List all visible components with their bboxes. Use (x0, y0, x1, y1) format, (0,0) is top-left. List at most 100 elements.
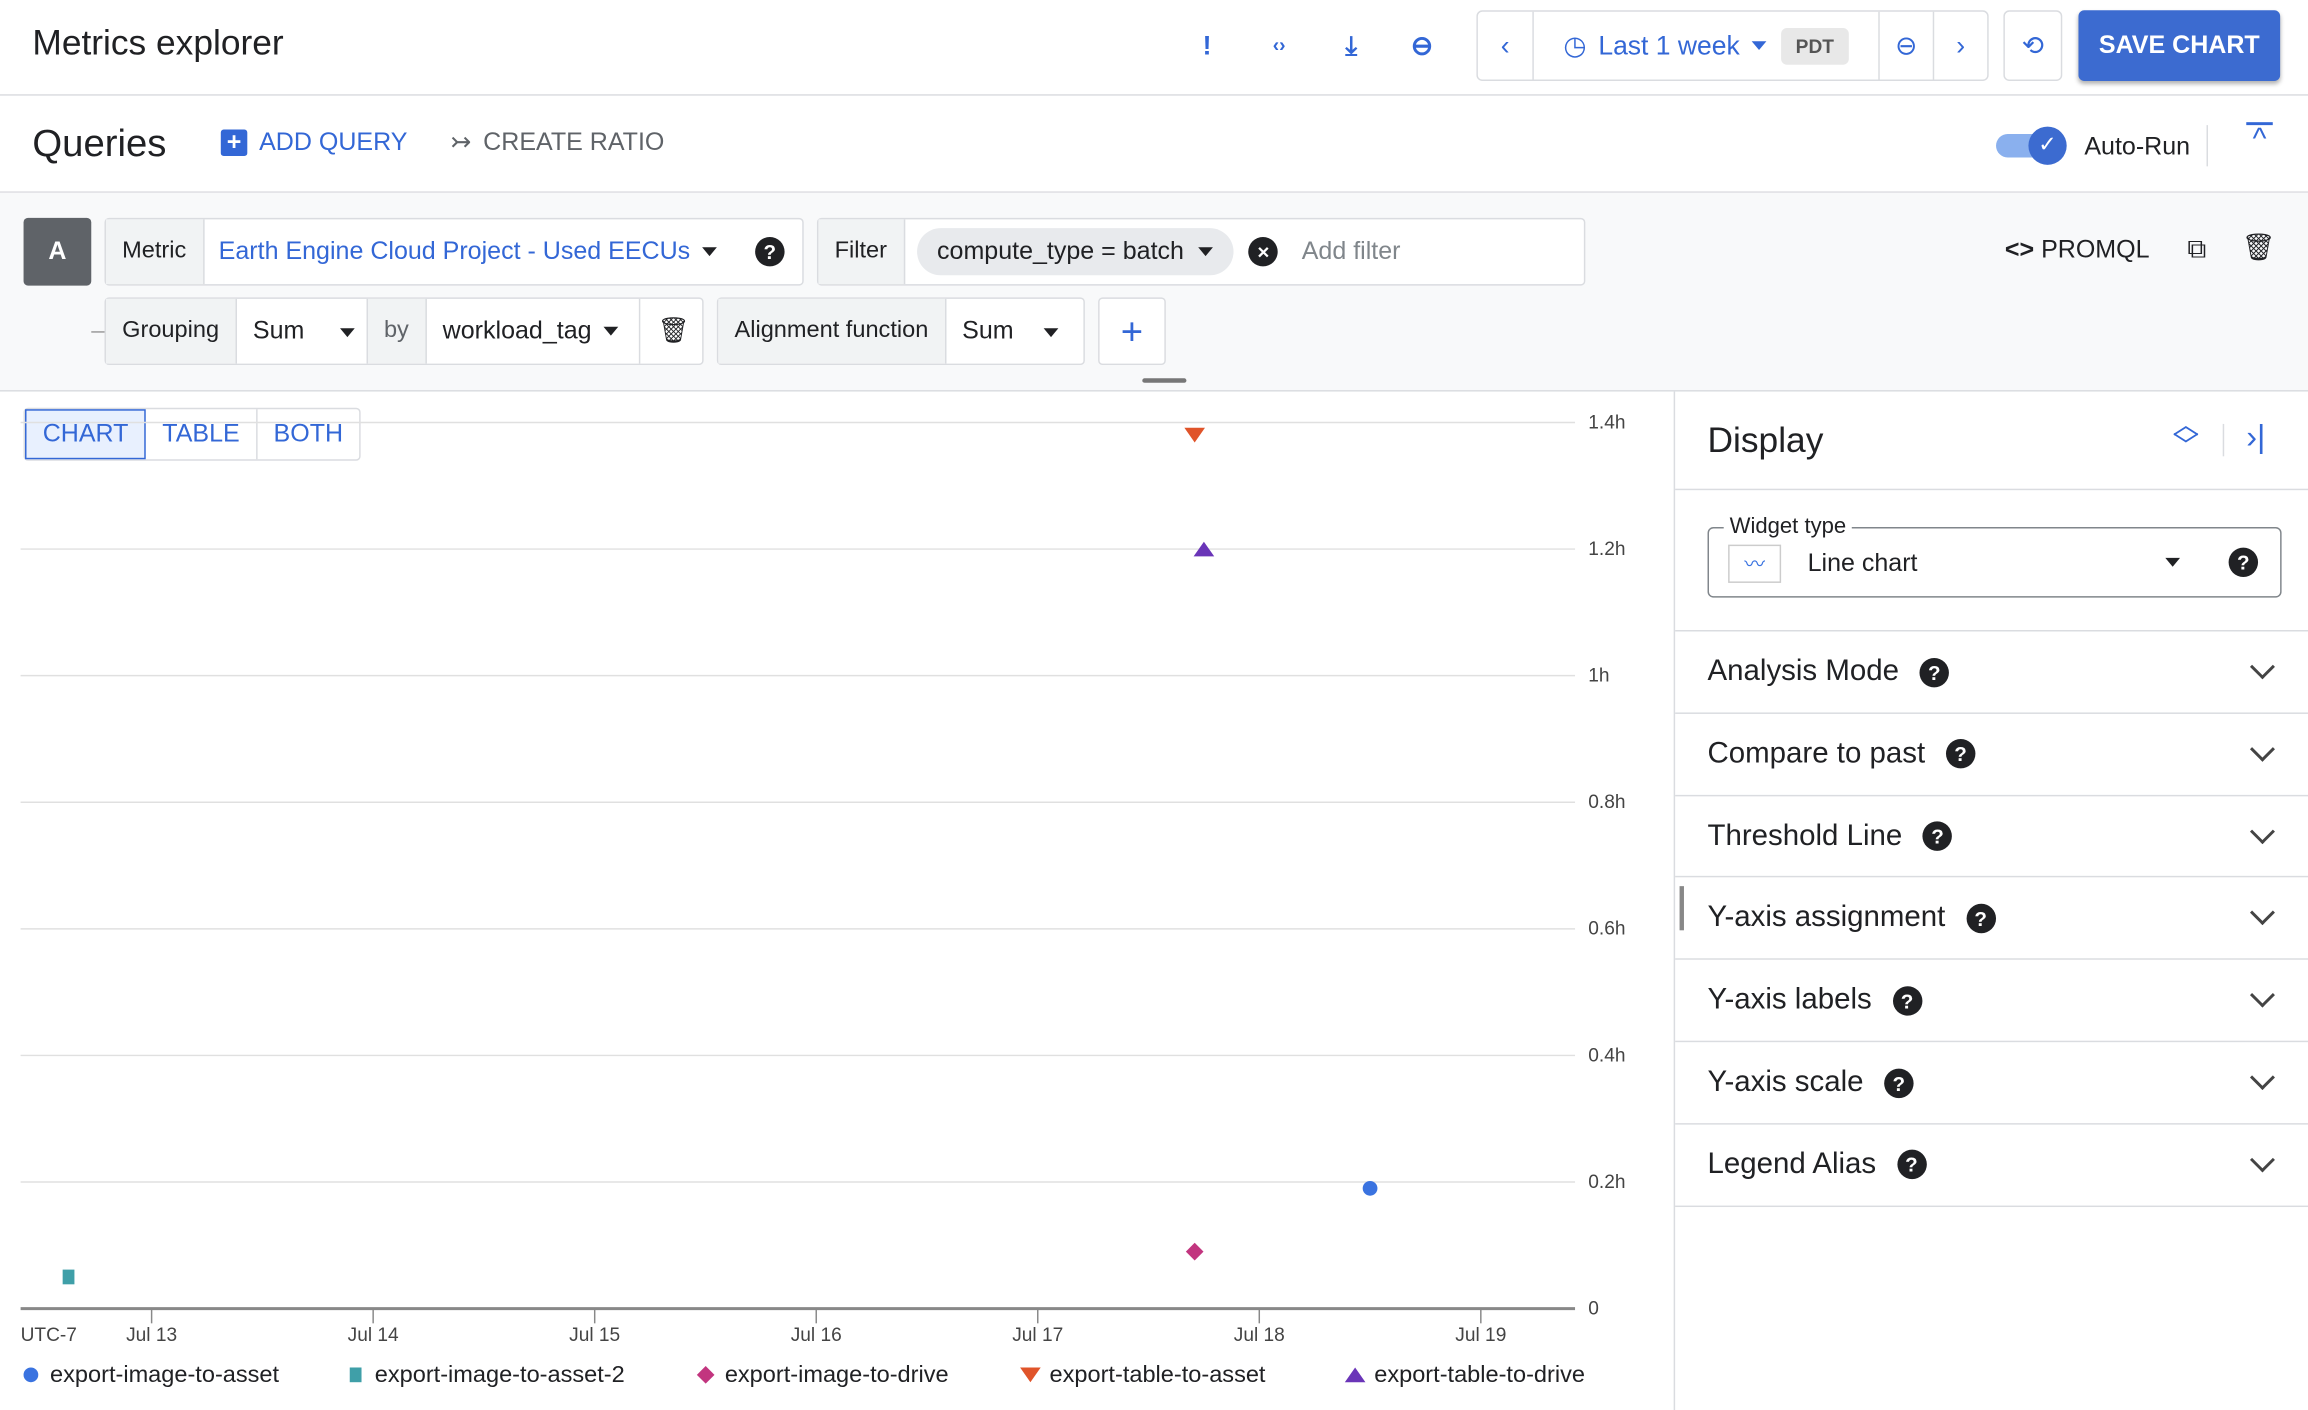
tree-line (91, 331, 106, 333)
grouping-select[interactable]: Sum (237, 316, 367, 345)
legend-marker (23, 1367, 39, 1383)
expand-icon[interactable]: ︿ ﹀ (2172, 410, 2200, 461)
legend-item: export-image-to-drive (725, 1361, 949, 1387)
chevron-down-icon (2249, 900, 2275, 926)
help-icon[interactable]: ? (1896, 1150, 1927, 1180)
prev-icon[interactable]: ‹ (1478, 11, 1534, 80)
chevron-down-icon (2249, 818, 2275, 844)
timezone-badge[interactable]: PDT (1780, 27, 1849, 65)
clock-icon: ◷ (1563, 30, 1587, 60)
chart: 0 0.2h 0.4h 0.6h 0.8h 1h 1.2h 1.4h Jul 13 Jul 14 J… (21, 412, 1626, 1387)
feedback-icon[interactable]: ! (1202, 30, 1212, 61)
section-analysis-mode[interactable]: Analysis Mode? (1675, 630, 2308, 712)
alignment-row: Alignment function Sum (716, 297, 1085, 366)
auto-run-label: Auto-Run (2084, 132, 2191, 161)
legend-marker (1020, 1367, 1041, 1383)
queries-bar: Queries + ADD QUERY ↣ CREATE RATIO ✓ Auto-… (0, 96, 2308, 193)
code-icon: <> (2004, 235, 2035, 264)
section-threshold-line[interactable]: Threshold Line? (1675, 794, 2308, 876)
y-tick-label: 0 (1588, 1298, 1599, 1319)
remove-filter-icon[interactable]: × (1248, 236, 1279, 267)
filter-label: Filter (818, 219, 905, 285)
legend-item: export-image-to-asset (50, 1361, 279, 1387)
create-ratio-label: CREATE RATIO (483, 128, 665, 157)
alignment-select[interactable]: Sum (946, 316, 1058, 345)
grouping-row: Grouping Sum by workload_tag 🗑 (104, 297, 704, 366)
save-chart-button[interactable]: SAVE CHART (2078, 10, 2281, 81)
chevron-down-icon (2249, 736, 2275, 762)
link-icon[interactable]: ⊖ (1410, 30, 1434, 61)
copy-icon[interactable]: ⧉ (2187, 234, 2207, 264)
zoom-out-icon[interactable]: ⊖ (1880, 11, 1935, 80)
filter-field[interactable]: Filter compute_type = batch × Add filter (816, 217, 1586, 286)
embed-code-icon[interactable]: ‹› (1272, 33, 1286, 56)
help-icon[interactable]: ? (1919, 657, 1950, 687)
collapse-icon[interactable]: ^ (2246, 122, 2273, 155)
metric-selector[interactable]: Metric Earth Engine Cloud Project - Used… (104, 217, 804, 286)
section-compare-to-past[interactable]: Compare to past? (1675, 712, 2308, 794)
delete-icon[interactable]: 🗑 (2241, 232, 2276, 263)
check-icon: ✓ (2028, 126, 2067, 165)
alignment-value: Sum (962, 316, 1014, 345)
next-icon[interactable]: › (1956, 30, 1966, 60)
time-range-select[interactable]: ◷ Last 1 week PDT (1534, 11, 1880, 80)
chevron-down-icon (2249, 654, 2275, 680)
top-bar: Metrics explorer ! ‹› ⤓ ⊖ ‹ ◷ Last 1 week… (0, 0, 2308, 96)
query-letter[interactable]: A (23, 217, 92, 286)
filter-chip-text: compute_type = batch (937, 236, 1184, 265)
section-label: Y-axis scale (1707, 1065, 1864, 1099)
ratio-icon: ↣ (450, 128, 472, 157)
section-y-axis-labels[interactable]: Y-axis labels? (1675, 958, 2308, 1041)
tab-both[interactable]: BOTH (273, 419, 344, 448)
tab-chart[interactable]: CHART (25, 409, 147, 460)
scroll-indicator[interactable] (1679, 886, 1684, 931)
widget-type-select[interactable]: Widget type 〰 Line chart ? (1707, 513, 2282, 598)
y-tick-label: 0.8h (1588, 792, 1625, 813)
delete-grouping-icon[interactable]: 🗑 (657, 316, 690, 345)
tab-table[interactable]: TABLE (146, 409, 258, 460)
legend-marker (696, 1366, 715, 1384)
section-label: Y-axis assignment (1707, 901, 1946, 934)
add-operation-button[interactable]: + (1098, 297, 1166, 366)
help-icon[interactable]: ? (755, 236, 785, 267)
download-icon[interactable]: ⤓ (1345, 30, 1358, 61)
legend-item: export-table-to-drive (1374, 1361, 1585, 1387)
legend-item: export-image-to-asset-2 (375, 1361, 625, 1387)
y-tick-label: 0.2h (1588, 1172, 1625, 1193)
help-icon[interactable]: ? (1922, 821, 1953, 851)
create-ratio-button[interactable]: ↣ CREATE RATIO (450, 128, 664, 157)
section-y-axis-assignment[interactable]: Y-axis assignment? (1675, 876, 2308, 958)
help-icon[interactable]: ? (2228, 547, 2259, 578)
view-tabs: CHART TABLE BOTH (23, 407, 361, 461)
sync-off-icon[interactable]: ⟲ (2003, 10, 2063, 81)
section-y-axis-scale[interactable]: Y-axis scale? (1675, 1040, 2308, 1123)
y-tick-label: 1.4h (1588, 412, 1625, 433)
add-filter-input[interactable]: Add filter (1301, 236, 1401, 265)
x-tick-label: Jul 19 (1455, 1325, 1506, 1346)
queries-title: Queries (32, 120, 167, 165)
x-tick-label: Jul 15 (569, 1325, 620, 1346)
add-query-button[interactable]: + ADD QUERY (220, 128, 407, 157)
legend-marker (1344, 1367, 1366, 1383)
y-tick-label: 1h (1588, 666, 1609, 687)
help-icon[interactable]: ? (1884, 1067, 1914, 1098)
metric-value: Earth Engine Cloud Project - Used EECUs (218, 236, 691, 265)
widget-type-value: Line chart (1807, 549, 1918, 578)
chevron-down-icon (2249, 1147, 2275, 1173)
help-icon[interactable]: ? (1945, 739, 1976, 769)
auto-run-toggle[interactable]: ✓ (1996, 126, 2067, 165)
page-title: Metrics explorer (32, 23, 284, 64)
help-icon[interactable]: ? (1965, 903, 1996, 934)
query-editor: A Metric Earth Engine Cloud Project - Us… (0, 192, 2308, 392)
filter-chip[interactable]: compute_type = batch (916, 228, 1235, 276)
section-legend-alias[interactable]: Legend Alias? (1675, 1122, 2308, 1205)
help-icon[interactable]: ? (1892, 985, 1922, 1016)
data-point-export-table-to-drive (1193, 541, 1215, 557)
group-by-select[interactable]: workload_tag (426, 298, 640, 364)
collapse-panel-icon[interactable]: ›| (2246, 418, 2266, 455)
data-point-export-table-to-asset (1184, 427, 1205, 443)
x-tick-label: Jul 14 (348, 1325, 399, 1346)
widget-type-label: Widget type (1723, 513, 1853, 539)
resize-handle[interactable] (1142, 378, 1187, 383)
promql-button[interactable]: <> PROMQL (2005, 236, 2150, 265)
